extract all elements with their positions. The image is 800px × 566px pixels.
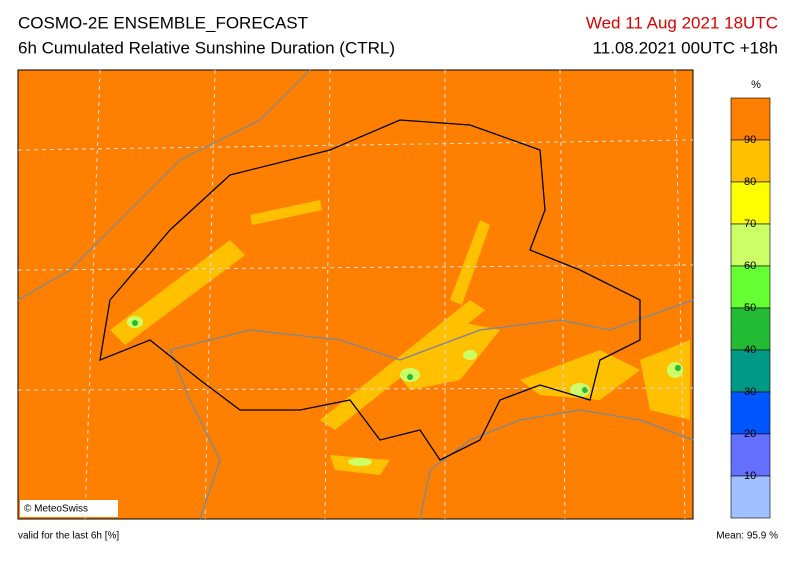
colorbar-band <box>730 181 771 225</box>
mean: Mean: 95.9 % <box>716 531 778 542</box>
colorbar-band <box>730 433 771 477</box>
colorbar-tick-label: 70 <box>744 218 756 230</box>
colorbar-unit: % <box>751 79 761 91</box>
colorbar-tick-label: 80 <box>744 176 756 188</box>
credit: © MeteoSwiss <box>24 504 88 515</box>
map: © MeteoSwiss <box>17 69 694 520</box>
colorbar-band <box>730 391 771 435</box>
colorbar-band <box>730 97 771 141</box>
colorbar-tick-label: 30 <box>744 386 756 398</box>
graticule <box>17 69 694 520</box>
run-time: 11.08.2021 00UTC +18h <box>593 38 778 57</box>
map-background <box>17 69 694 520</box>
colorbar-tick-label: 90 <box>744 134 756 146</box>
colorbar: 90 80 70 60 50 40 30 20 10 <box>730 97 771 519</box>
footer-note: valid for the last 6h [%] <box>18 531 119 542</box>
colorbar-tick-label: 10 <box>744 470 756 482</box>
colorbar-tick-label: 40 <box>744 344 756 356</box>
subtitle: 6h Cumulated Relative Sunshine Duration … <box>18 38 395 57</box>
colorbar-band <box>730 139 771 183</box>
colorbar-tick-label: 50 <box>744 302 756 314</box>
title: COSMO-2E ENSEMBLE_FORECAST <box>18 13 308 32</box>
colorbar-band <box>730 349 771 393</box>
colorbar-tick-label: 20 <box>744 428 756 440</box>
credit-box <box>20 500 118 517</box>
valid-time: Wed 11 Aug 2021 18UTC <box>586 13 778 32</box>
colorbar-band <box>730 307 771 351</box>
sunshine-streaks <box>110 200 690 475</box>
colorbar-band <box>730 265 771 309</box>
colorbar-tick-label: 60 <box>744 260 756 272</box>
sunshine-spots <box>127 316 683 466</box>
colorbar-band <box>730 223 771 267</box>
colorbar-band <box>730 475 771 519</box>
swiss-border <box>99 119 641 461</box>
sunshine-cores <box>132 320 681 393</box>
country-borders <box>17 69 694 520</box>
